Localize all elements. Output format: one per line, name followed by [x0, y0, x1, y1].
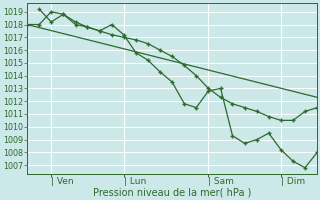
X-axis label: Pression niveau de la mer( hPa ): Pression niveau de la mer( hPa ) [93, 187, 251, 197]
